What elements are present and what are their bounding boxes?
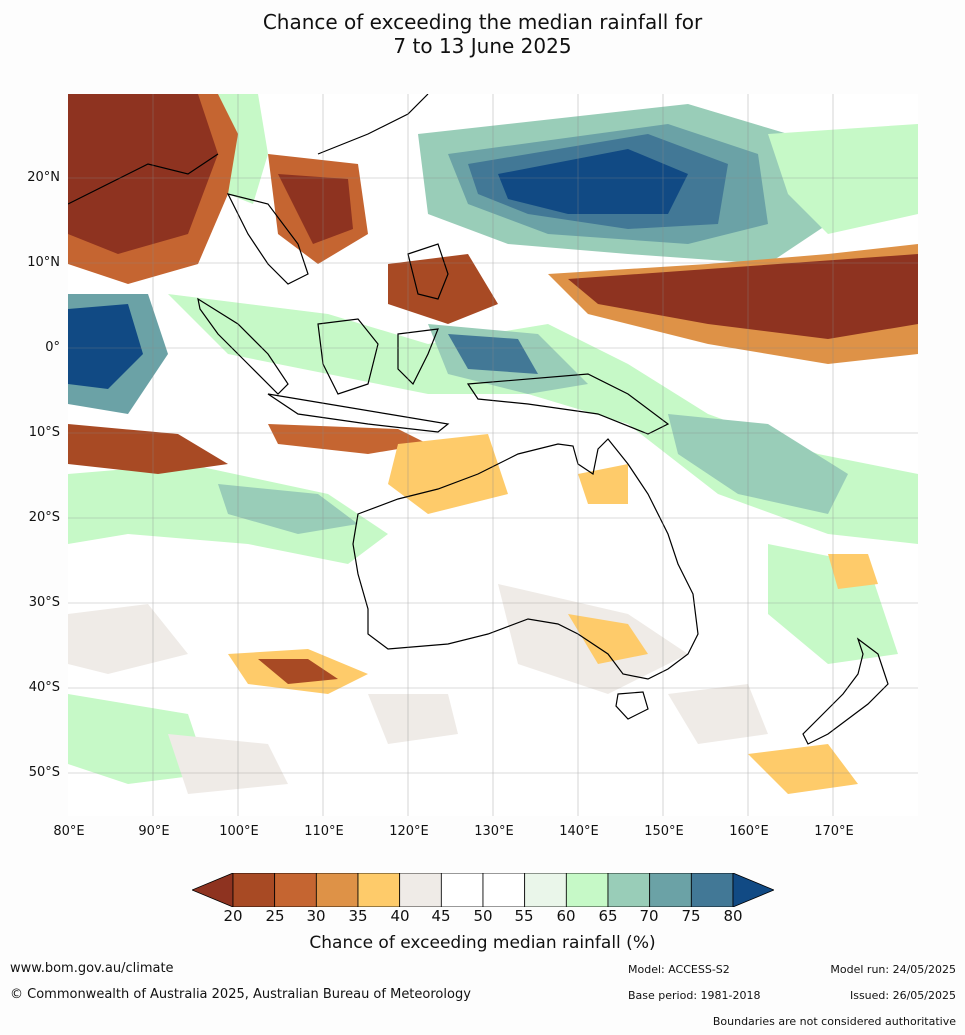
colorbar-tick: 60 bbox=[556, 907, 576, 925]
colorbar-tick: 35 bbox=[348, 907, 368, 925]
footer-issued: Issued: 26/05/2025 bbox=[849, 989, 956, 1002]
colorbar-label: Chance of exceeding median rainfall (%) bbox=[309, 933, 656, 953]
lon-label-150e: 150°E bbox=[644, 824, 684, 839]
lon-label-140e: 140°E bbox=[559, 824, 599, 839]
neutral-regions bbox=[68, 604, 768, 794]
map-title: Chance of exceeding the median rainfall … bbox=[0, 10, 965, 58]
colorbar-segment bbox=[357, 872, 401, 908]
colorbar-segment bbox=[399, 872, 442, 908]
lon-label-100e: 100°E bbox=[219, 824, 259, 839]
lon-label-130e: 130°E bbox=[474, 824, 514, 839]
rainfall-map bbox=[68, 94, 918, 816]
lon-label-90e: 90°E bbox=[138, 824, 170, 839]
lat-label-20s: 20°S bbox=[28, 510, 60, 525]
lon-label-160e: 160°E bbox=[729, 824, 769, 839]
footer-copyright: © Commonwealth of Australia 2025, Austra… bbox=[10, 987, 471, 1002]
colorbar-extend-high bbox=[732, 872, 776, 908]
colorbar-segment bbox=[274, 872, 317, 908]
colorbar-segment bbox=[524, 872, 567, 908]
colorbar-extend-low bbox=[190, 872, 234, 908]
colorbar-segment bbox=[690, 872, 734, 908]
footer-model-run: Model run: 24/05/2025 bbox=[830, 963, 956, 976]
title-line-2: 7 to 13 June 2025 bbox=[393, 34, 572, 58]
colorbar-tick: 40 bbox=[390, 907, 410, 925]
lat-label-0: 0° bbox=[45, 340, 60, 355]
lon-label-110e: 110°E bbox=[304, 824, 344, 839]
lat-label-20n: 20°N bbox=[27, 170, 60, 185]
colorbar-segment bbox=[440, 872, 484, 908]
lat-label-50s: 50°S bbox=[28, 765, 60, 780]
colorbar-segment bbox=[482, 872, 526, 908]
colorbar-segment bbox=[232, 872, 276, 908]
lat-label-10s: 10°S bbox=[28, 425, 60, 440]
footer-base-period: Base period: 1981-2018 bbox=[628, 989, 761, 1002]
footer-website: www.bom.gov.au/climate bbox=[10, 961, 174, 976]
lat-label-30s: 30°S bbox=[28, 595, 60, 610]
colorbar-tick: 45 bbox=[431, 907, 451, 925]
colorbar-segment bbox=[315, 872, 359, 908]
footer-disclaimer: Boundaries are not considered authoritat… bbox=[712, 1015, 956, 1028]
coastlines bbox=[68, 94, 889, 745]
lat-label-40s: 40°S bbox=[28, 680, 60, 695]
lon-label-120e: 120°E bbox=[389, 824, 429, 839]
colorbar-tick: 30 bbox=[306, 907, 326, 925]
colorbar-segment bbox=[607, 872, 651, 908]
title-line-1: Chance of exceeding the median rainfall … bbox=[262, 10, 703, 34]
colorbar-svg bbox=[190, 872, 776, 908]
lon-label-170e: 170°E bbox=[814, 824, 854, 839]
lat-label-10n: 10°N bbox=[27, 255, 60, 270]
colorbar-tick: 80 bbox=[723, 907, 743, 925]
graticule bbox=[68, 94, 918, 816]
footer-model: Model: ACCESS-S2 bbox=[628, 963, 730, 976]
colorbar-tick: 25 bbox=[265, 907, 285, 925]
colorbar bbox=[190, 872, 776, 908]
colorbar-segment bbox=[565, 872, 609, 908]
colorbar-segment bbox=[649, 872, 692, 908]
colorbar-tick: 55 bbox=[514, 907, 534, 925]
map-svg bbox=[68, 94, 918, 816]
colorbar-tick: 65 bbox=[598, 907, 618, 925]
colorbar-tick: 70 bbox=[639, 907, 659, 925]
lon-label-80e: 80°E bbox=[53, 824, 85, 839]
colorbar-tick: 50 bbox=[473, 907, 493, 925]
colorbar-tick: 20 bbox=[223, 907, 243, 925]
colorbar-tick: 75 bbox=[681, 907, 701, 925]
